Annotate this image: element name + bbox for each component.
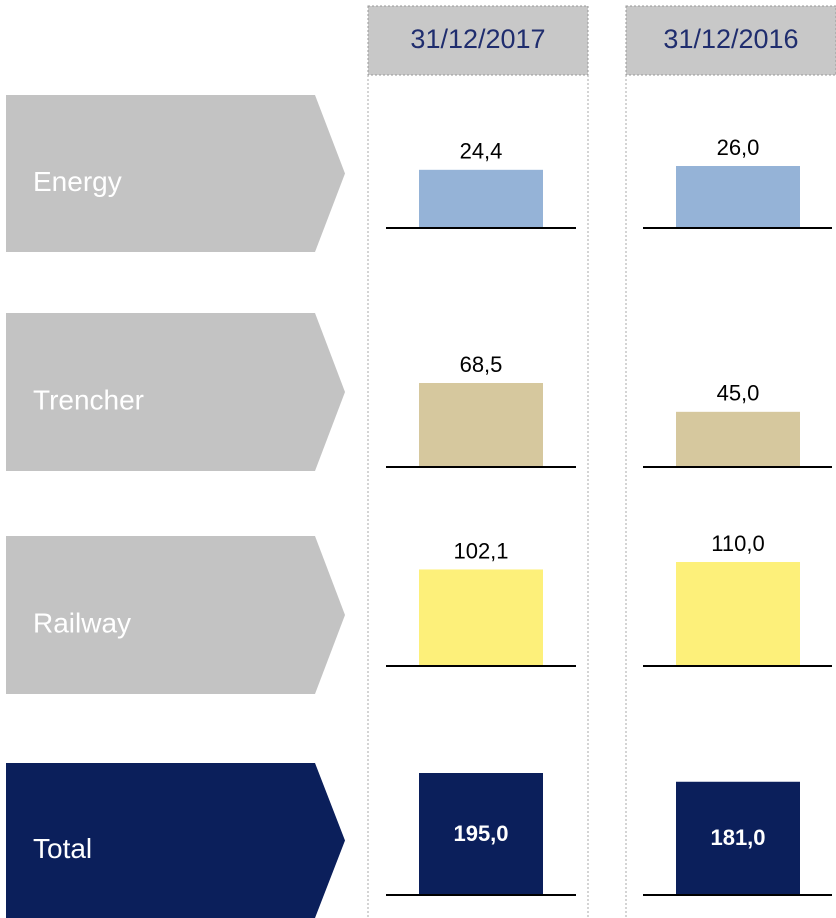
category-label: Total [33,833,92,864]
bar [676,562,800,666]
column-header-bg [625,5,836,76]
bar [676,166,800,228]
column-header: 31/12/2017 [410,24,545,54]
category-arrow [6,536,345,694]
category-arrow [6,763,345,918]
category-label: Trencher [33,384,144,415]
value-label: 181,0 [710,825,765,850]
value-label: 24,4 [460,139,503,164]
value-label: 195,0 [453,821,508,846]
column-header-bg [367,5,589,76]
bar [419,569,543,666]
category-arrow [6,313,345,471]
bar [676,411,800,467]
category-label: Energy [33,166,122,197]
value-label: 102,1 [453,538,508,563]
value-label: 68,5 [460,352,503,377]
bar [676,781,800,895]
category-label: Railway [33,607,131,638]
bar [419,169,543,228]
bar [419,383,543,467]
value-label: 26,0 [717,135,760,160]
value-label: 110,0 [711,531,764,556]
value-label: 45,0 [717,381,760,406]
category-arrow [6,95,345,252]
column-header: 31/12/2016 [663,24,798,54]
bar [419,773,543,895]
